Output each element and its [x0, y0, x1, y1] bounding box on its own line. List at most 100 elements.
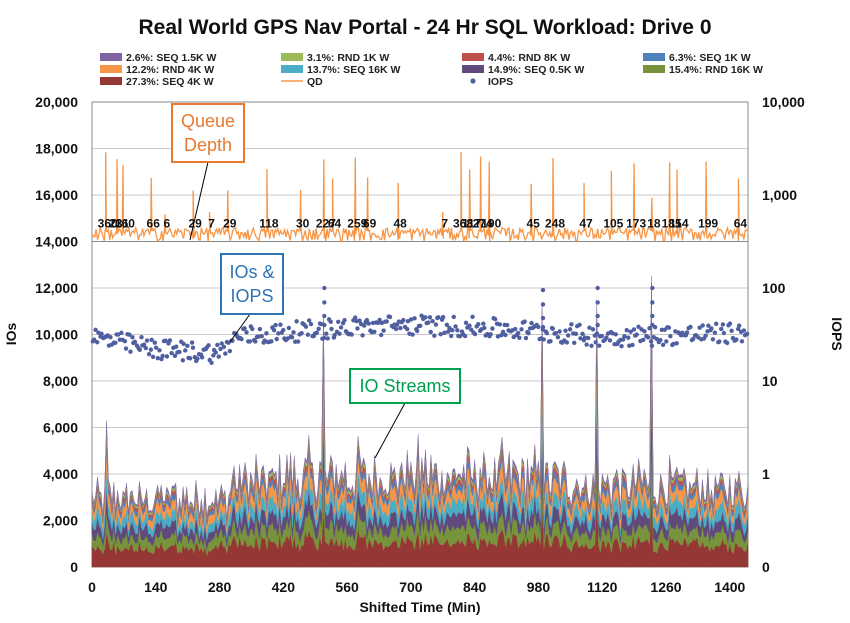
iops-point: [557, 329, 562, 334]
iops-point: [729, 328, 734, 333]
iops-point: [299, 331, 304, 336]
callout: Queue Depth: [171, 103, 245, 241]
iops-point: [276, 331, 281, 336]
y-left-tick-label: 20,000: [35, 94, 78, 110]
iops-point: [132, 339, 138, 344]
legend-item: QD: [281, 76, 323, 88]
callout-text: IO Streams: [359, 376, 450, 396]
iops-point: [650, 285, 655, 291]
iops-point: [720, 322, 726, 327]
iops-point: [595, 300, 600, 305]
queue-depth-region: [91, 152, 749, 243]
iops-point: [599, 333, 604, 339]
qd-peak-label: 47: [579, 217, 593, 231]
iops-point: [642, 329, 647, 334]
iops-point: [322, 313, 327, 319]
iops-point: [108, 335, 113, 340]
iops-point: [128, 349, 133, 354]
legend-label: 13.7%: SEQ 16K W: [307, 64, 400, 76]
x-tick-label: 140: [144, 579, 168, 595]
iops-point: [631, 327, 637, 332]
iops-point: [408, 317, 414, 322]
iops-point: [115, 332, 121, 337]
y-left-tick-label: 6,000: [43, 420, 78, 436]
iops-point: [412, 316, 417, 321]
iops-point: [462, 333, 468, 339]
io-stream-area: [91, 275, 749, 522]
legend-item: 3.1%: RND 1K W: [281, 52, 389, 64]
y-left-tick-label: 0: [70, 559, 78, 575]
callout-box: [220, 253, 284, 315]
iops-point: [278, 322, 283, 327]
iops-point: [401, 318, 406, 323]
qd-peak-label: 368: [453, 217, 473, 231]
iops-point: [185, 343, 190, 349]
x-tick-label: 560: [335, 579, 359, 595]
iops-point: [515, 330, 521, 336]
iops-point: [668, 333, 673, 339]
iops-point: [379, 320, 385, 326]
iops-point: [189, 340, 195, 345]
iops-point: [93, 327, 98, 332]
x-tick-label: 1120: [587, 579, 618, 595]
iops-point: [150, 354, 156, 360]
iops-point: [213, 350, 218, 355]
qd-peak-label: 190: [481, 217, 501, 231]
iops-point: [113, 340, 118, 345]
legend-label: 4.4%: RND 8K W: [488, 52, 570, 64]
iops-point: [550, 326, 555, 331]
iops-point: [455, 328, 460, 333]
legend-swatch: [281, 53, 303, 61]
iops-point: [336, 319, 341, 324]
iops-point: [706, 323, 711, 328]
iops-point: [503, 332, 508, 338]
iops-point: [481, 321, 486, 326]
iops-point: [648, 339, 654, 344]
iops-point: [573, 331, 579, 337]
y-right-tick-label: 0: [762, 559, 770, 575]
iops-point: [641, 337, 646, 342]
iops-point: [717, 339, 722, 344]
iops-point: [438, 332, 443, 337]
legend-label: IOPS: [488, 76, 513, 88]
iops-point: [423, 315, 428, 320]
iops-point: [211, 353, 216, 358]
iops-point: [153, 345, 159, 350]
iops-point: [259, 333, 264, 339]
iops-point: [440, 314, 446, 320]
legend-swatch: [643, 65, 665, 73]
iops-point: [433, 322, 439, 327]
iops-point: [286, 325, 292, 331]
iops-point: [143, 345, 148, 351]
iops-point: [99, 331, 104, 337]
iops-point: [91, 337, 97, 342]
iops-point: [180, 358, 186, 363]
iops-point: [160, 353, 165, 359]
callout-box: [349, 368, 461, 404]
iops-point: [488, 332, 493, 337]
iops-point: [387, 314, 393, 320]
iops-point: [177, 349, 182, 355]
callout: IO Streams: [349, 368, 461, 459]
iops-point: [149, 337, 154, 343]
x-tick-label: 840: [463, 579, 487, 595]
iops-point: [337, 331, 342, 336]
iops-point: [517, 335, 522, 341]
io-streams-stack: [91, 275, 749, 568]
y-right-tick-label: 1,000: [762, 187, 797, 203]
qd-peak-label: 6: [164, 217, 171, 231]
iops-point: [500, 329, 506, 335]
iops-point: [256, 334, 261, 339]
iops-point: [453, 324, 458, 329]
iops-point: [476, 322, 481, 327]
iops-point: [647, 326, 652, 331]
iops-point: [146, 351, 152, 357]
iops-point: [526, 330, 531, 336]
iops-point: [587, 325, 592, 330]
x-tick-label: 420: [272, 579, 296, 595]
qd-peak-label: 185: [662, 217, 682, 231]
iops-point: [157, 348, 162, 353]
iops-point: [223, 351, 228, 356]
iops-point: [352, 315, 358, 320]
qd-peak-label: 7: [208, 217, 215, 231]
